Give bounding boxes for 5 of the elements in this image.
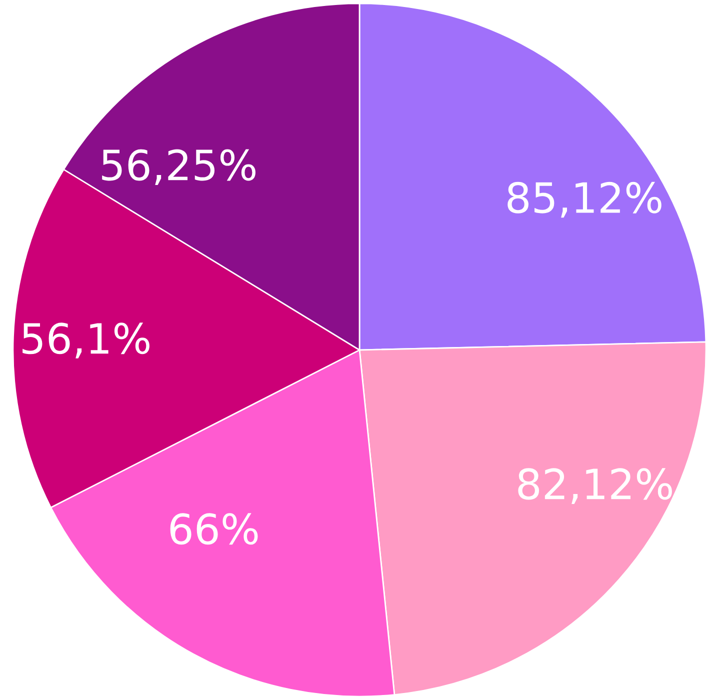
data-label: 66% xyxy=(170,513,258,545)
data-label: 56,25% xyxy=(102,149,256,186)
data-label: 82,12% xyxy=(518,468,672,504)
data-label: 56,1% xyxy=(22,322,150,358)
data-label: 85,12% xyxy=(508,182,662,218)
